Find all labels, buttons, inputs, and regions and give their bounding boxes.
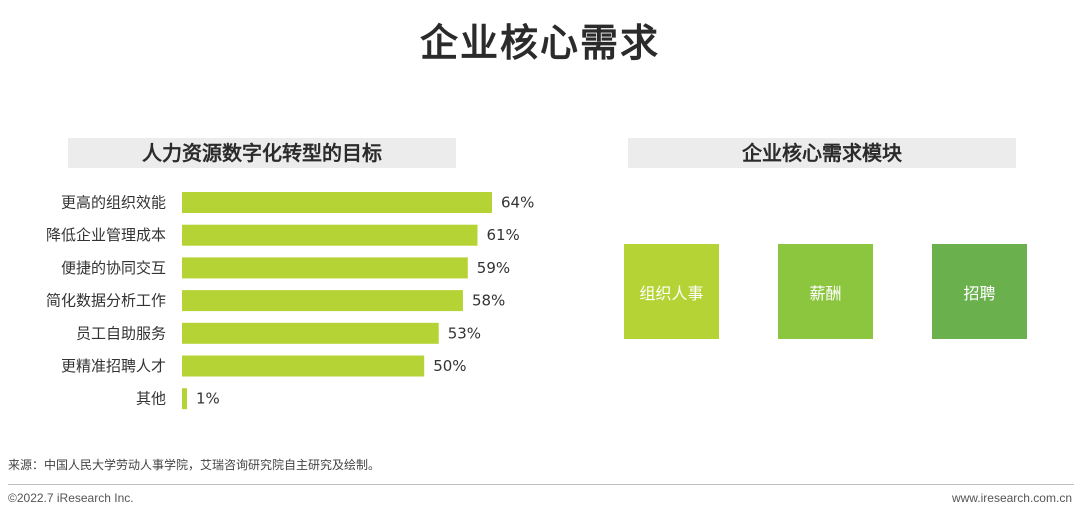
value-label: 58% <box>472 292 505 310</box>
bar <box>182 355 425 377</box>
category-label: 简化数据分析工作 <box>46 292 166 310</box>
category-label: 更高的组织效能 <box>61 194 166 212</box>
goals-section-header: 人力资源数字化转型的目标 <box>68 138 456 168</box>
bar <box>182 192 492 213</box>
website-link[interactable]: www.iresearch.com.cn <box>951 491 1072 505</box>
modules-section-header: 企业核心需求模块 <box>628 138 1016 168</box>
bar <box>182 388 187 410</box>
module-compensation: 薪酬 <box>778 244 873 339</box>
category-label: 员工自助服务 <box>76 324 166 342</box>
bar <box>182 290 463 312</box>
category-label: 便捷的协同交互 <box>61 259 166 277</box>
value-label: 61% <box>486 226 519 244</box>
value-label: 53% <box>448 324 481 342</box>
value-label: 64% <box>501 194 534 212</box>
bar <box>182 257 468 279</box>
category-label: 降低企业管理成本 <box>46 226 166 244</box>
module-label: 薪酬 <box>809 283 842 303</box>
category-label: 更精准招聘人才 <box>61 357 166 375</box>
value-label: 50% <box>433 357 466 375</box>
goals-bar-chart: 更高的组织效能 64% 降低企业管理成本 61% 便捷的协同交互 59% 简化数据分析工作 5… <box>46 192 534 410</box>
module-org-personnel: 组织人事 <box>624 244 719 339</box>
bar <box>182 224 478 246</box>
module-label: 组织人事 <box>639 283 704 303</box>
category-label: 其他 <box>136 390 166 408</box>
module-label: 招聘 <box>963 283 996 303</box>
value-label: 1% <box>196 390 220 408</box>
bar <box>182 322 439 344</box>
module-recruitment: 招聘 <box>932 244 1027 339</box>
copyright-text: ©2022.7 iResearch Inc. <box>8 491 134 505</box>
page-title: 企业核心需求 <box>419 21 660 65</box>
value-label: 59% <box>477 259 510 277</box>
source-note: 来源：中国人民大学劳动人事学院，艾瑞咨询研究院自主研究及绘制。 <box>8 458 381 472</box>
footer-divider <box>8 484 1074 485</box>
